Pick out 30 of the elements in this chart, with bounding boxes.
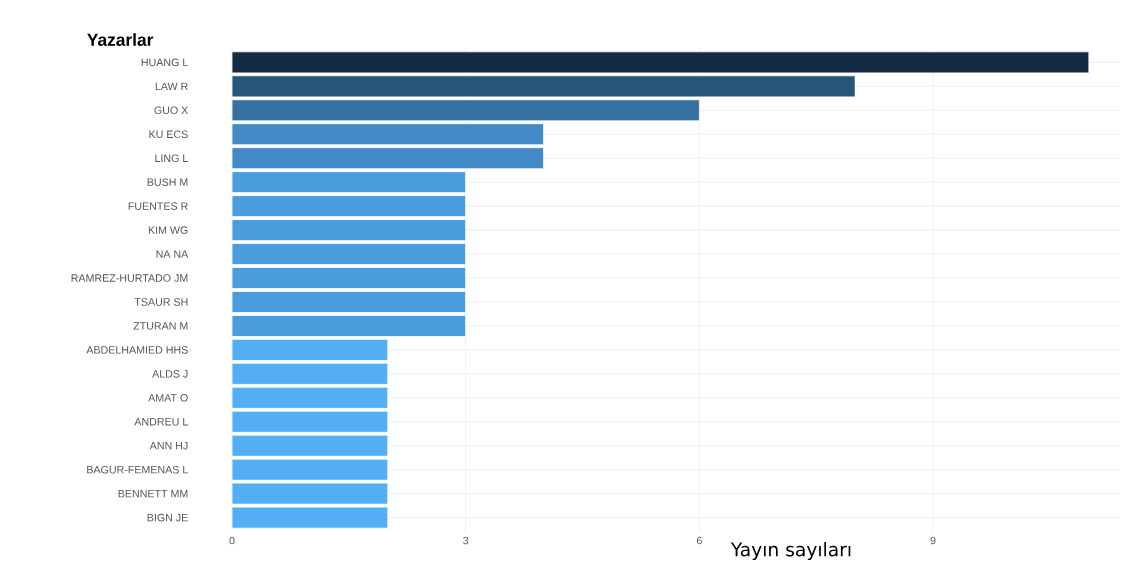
y-tick-label: TSAUR SH (134, 298, 188, 306)
x-axis-title: Yayın sayıları (730, 542, 851, 561)
y-tick-label: LAW R (155, 82, 188, 90)
bar (232, 99, 700, 122)
y-tick-label: ALDS J (152, 370, 188, 378)
y-axis-title: Yazarlar (87, 33, 154, 46)
y-tick-label: ABDELHAMIED HHS (86, 346, 188, 354)
y-tick-label: AMAT O (148, 394, 188, 402)
x-tick-label: 9 (930, 536, 936, 545)
bar (232, 51, 1090, 74)
y-tick-label: FUENTES R (128, 202, 188, 210)
y-tick-label: BUSH M (147, 178, 188, 186)
y-tick-label: ANN HJ (149, 442, 188, 450)
bar (232, 123, 544, 146)
y-tick-label: NA NA (156, 250, 189, 258)
y-tick-label: LING L (155, 154, 188, 162)
y-tick-label: BIGN JE (147, 513, 188, 522)
y-tick-label: ZTURAN M (133, 322, 188, 330)
y-tick-label: BENNETT MM (118, 489, 188, 498)
y-tick-label: KU ECS (149, 130, 188, 139)
x-tick-label: 0 (229, 536, 235, 545)
y-tick-label: ANDREU L (134, 418, 188, 426)
x-tick-label: 6 (696, 536, 702, 545)
y-tick-label: GUO X (154, 106, 189, 115)
y-tick-label: KIM WG (148, 226, 188, 234)
bar (232, 147, 544, 170)
x-tick-label: 3 (463, 536, 469, 545)
y-tick-label: RAMREZ-HURTADO JM (71, 274, 188, 282)
y-tick-label: HUANG L (141, 58, 188, 67)
y-tick-label: BAGUR-FEMENAS L (87, 465, 188, 474)
